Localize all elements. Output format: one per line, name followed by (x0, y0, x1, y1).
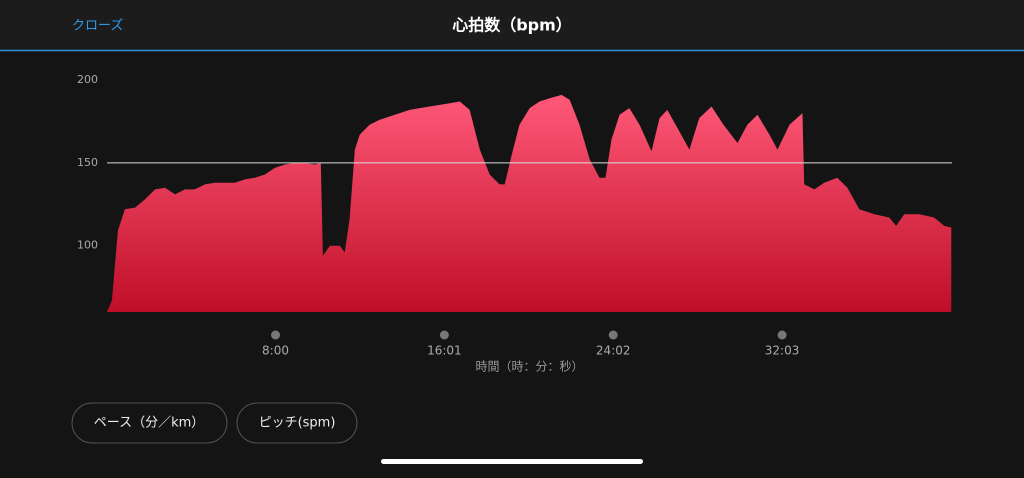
y-tick-label: 100 (77, 239, 98, 252)
y-tick-label: 150 (77, 156, 98, 169)
home-indicator (381, 459, 643, 464)
heart-rate-area (107, 94, 952, 313)
button-frame[interactable] (236, 402, 358, 444)
y-tick-label: 200 (77, 73, 98, 86)
x-tick-mark (439, 330, 449, 340)
cadence-button[interactable]: ピッチ(spm) (259, 416, 336, 431)
pace-button[interactable]: ペース（分／km） (94, 416, 205, 431)
header (0, 0, 1024, 50)
x-tick-label: 32:03 (765, 344, 800, 358)
button-frame[interactable] (71, 402, 228, 444)
x-tick-label: 8:00 (262, 344, 289, 358)
x-tick-label: 16:01 (427, 344, 462, 358)
close-button[interactable]: クローズ (72, 18, 123, 34)
x-axis-label: 時間（時：分：秒） (475, 360, 583, 374)
chart: 100 150 200 8:00 16:01 24:02 32:03 時間（時：分：秒） (77, 73, 952, 374)
x-tick-label: 24:02 (596, 344, 631, 358)
title: 心拍数（bpm） (452, 16, 572, 35)
x-tick-mark (271, 330, 281, 340)
x-tick-mark (777, 330, 787, 340)
x-tick-mark (608, 330, 618, 340)
